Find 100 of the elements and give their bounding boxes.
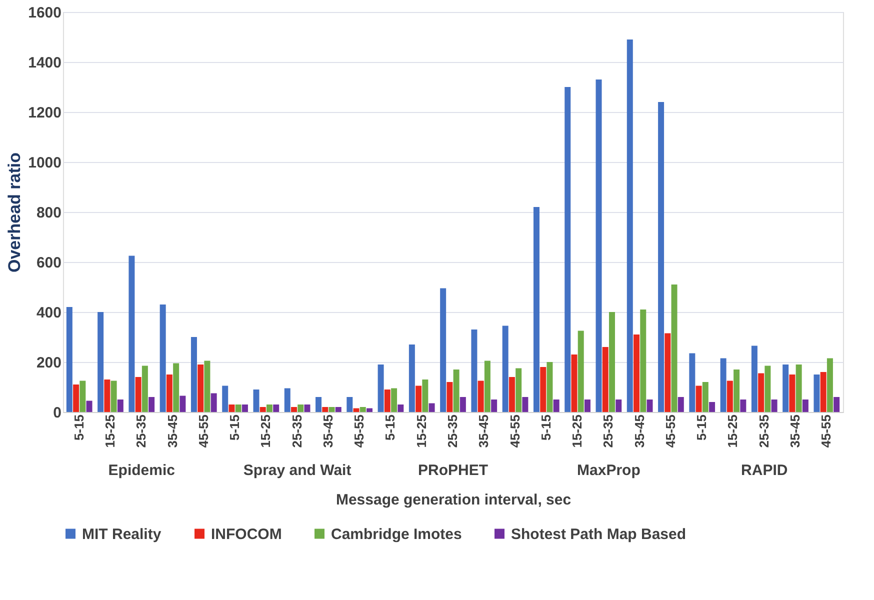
bar xyxy=(646,400,653,412)
text: MaxProp xyxy=(577,462,640,479)
x-tick-label: 5-15 xyxy=(382,414,398,441)
bar xyxy=(204,360,210,412)
bar xyxy=(740,400,746,412)
bar xyxy=(689,353,696,412)
legend-label: MIT Reality xyxy=(82,526,162,543)
x-tick-label: 35-45 xyxy=(788,414,803,448)
bar xyxy=(346,397,353,412)
text: Epidemic xyxy=(108,462,175,479)
bar xyxy=(142,366,148,412)
bar xyxy=(148,397,155,412)
bar xyxy=(789,374,796,412)
bar xyxy=(446,382,453,412)
bar xyxy=(720,358,726,412)
text: PRoPHET xyxy=(418,462,488,479)
y-tick-label: 800 xyxy=(36,204,62,222)
text: RAPID xyxy=(741,462,788,479)
bar xyxy=(584,400,590,412)
x-tick-label: 5-15 xyxy=(71,414,86,441)
bar xyxy=(428,403,435,412)
bar xyxy=(709,402,716,412)
x-tick-label: 25-35 xyxy=(600,414,616,448)
bar xyxy=(484,360,490,412)
bar xyxy=(304,404,310,412)
bar xyxy=(596,80,602,412)
bar xyxy=(491,400,498,412)
bar xyxy=(117,400,124,412)
bar xyxy=(702,382,708,412)
bar xyxy=(522,397,528,412)
bar xyxy=(316,397,322,412)
bar xyxy=(322,407,328,412)
x-tick-label: 35-45 xyxy=(476,414,492,448)
bar xyxy=(814,374,820,412)
x-tick-label: 35-45 xyxy=(164,414,180,448)
y-tick-label: 1200 xyxy=(28,104,62,122)
bar xyxy=(66,307,72,412)
bar xyxy=(273,404,280,412)
bar xyxy=(616,400,622,412)
bar xyxy=(335,407,342,412)
x-tick-label: 25-35 xyxy=(756,414,772,448)
bar xyxy=(634,334,640,412)
bar xyxy=(408,344,415,412)
y-tick-label: 0 xyxy=(53,404,62,422)
bar xyxy=(210,393,217,412)
bar xyxy=(235,404,242,412)
bar xyxy=(284,388,290,412)
x-tick-label: 15-25 xyxy=(102,414,118,448)
x-tick-label: 35-45 xyxy=(320,414,336,448)
bar xyxy=(751,346,758,412)
bar xyxy=(291,407,298,412)
x-tick-label: 5-15 xyxy=(694,414,710,441)
bar xyxy=(602,347,608,412)
x-tick-label: 25-35 xyxy=(134,414,149,448)
bar xyxy=(135,377,142,412)
bar xyxy=(626,40,633,412)
bar xyxy=(228,404,235,412)
legend-label: Shotest Path Map Based xyxy=(511,526,686,543)
bar xyxy=(664,333,671,412)
bar xyxy=(540,367,546,412)
bar xyxy=(166,374,172,412)
y-tick-label: 200 xyxy=(36,354,62,372)
bar xyxy=(796,364,802,412)
bar xyxy=(764,366,771,412)
bar xyxy=(110,380,117,412)
x-tick-label: 45-55 xyxy=(507,414,522,448)
x-tick-label: 45-55 xyxy=(662,414,678,448)
bar xyxy=(104,380,110,412)
y-tick-label: 600 xyxy=(36,254,62,272)
bar xyxy=(160,304,166,412)
x-tick-label: 25-35 xyxy=(289,414,304,448)
x-tick-label: 15-25 xyxy=(725,414,740,448)
bar xyxy=(360,407,366,412)
bar xyxy=(726,380,733,412)
bar xyxy=(416,386,422,412)
bar xyxy=(440,288,446,412)
bar xyxy=(533,207,540,412)
bar xyxy=(180,396,186,412)
x-axis-title: Message generation interval, sec xyxy=(336,492,572,509)
bar xyxy=(564,87,571,412)
bar xyxy=(128,256,135,412)
bar xyxy=(328,407,335,412)
bar xyxy=(80,380,86,412)
legend-label: Cambridge Imotes xyxy=(331,526,462,543)
x-tick-label: 45-55 xyxy=(818,414,834,448)
bar xyxy=(98,312,104,412)
bar xyxy=(384,390,390,412)
bar xyxy=(453,370,460,412)
x-tick-label: 35-45 xyxy=(632,414,647,448)
bar xyxy=(398,404,404,412)
bar xyxy=(508,377,515,412)
x-tick-label: 45-55 xyxy=(196,414,211,448)
bar xyxy=(242,404,248,412)
y-tick-label: 1400 xyxy=(28,54,62,72)
bar xyxy=(826,358,833,412)
bar xyxy=(502,326,508,412)
bar xyxy=(298,404,304,412)
bar xyxy=(422,380,428,412)
bar xyxy=(366,408,373,412)
y-tick-label: 400 xyxy=(36,304,62,322)
